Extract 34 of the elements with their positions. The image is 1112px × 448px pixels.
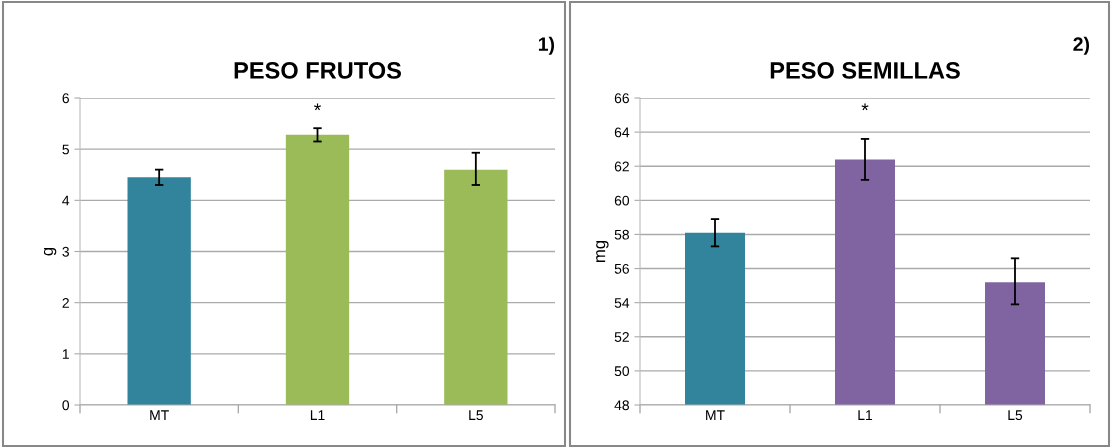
y-tick-label: 54: [614, 298, 630, 308]
annotation: *: [861, 103, 869, 111]
bar: [444, 169, 508, 405]
y-tick-label: 2: [62, 298, 69, 308]
y-tick-label: 4: [62, 195, 70, 206]
y-tick-label: 64: [614, 127, 630, 138]
y-tick-label: 3: [62, 246, 69, 257]
y-tick-label: 6: [62, 93, 69, 104]
y-tick-label: 62: [614, 161, 629, 172]
chart-title: PESO SEMILLAS: [770, 62, 960, 79]
text: 1): [538, 36, 555, 55]
y-axis-title: mg: [596, 241, 609, 262]
y-tick-label: 60: [614, 195, 630, 206]
y-tick-label: 1: [62, 349, 69, 359]
bar: [285, 134, 350, 405]
x-tick-label: L5: [469, 410, 483, 421]
text: 2): [1073, 36, 1090, 55]
y-axis-title: g: [43, 247, 57, 256]
chart-title: PESO FRUTOS: [234, 62, 401, 79]
x-tick-label: MT: [150, 410, 169, 420]
y-tick-label: 52: [614, 332, 629, 342]
y-tick-label: 56: [614, 263, 629, 274]
x-tick-label: L1: [858, 410, 873, 420]
annotation: *: [314, 103, 321, 111]
y-tick-label: 0: [62, 400, 70, 411]
x-tick-label: MT: [706, 410, 725, 420]
y-tick-label: 48: [614, 400, 629, 411]
bar: [127, 177, 191, 405]
y-tick-label: 50: [614, 366, 630, 377]
x-tick-label: L5: [1008, 410, 1023, 421]
y-tick-label: 58: [614, 229, 629, 240]
x-tick-label: L1: [310, 410, 325, 420]
y-tick-label: 66: [614, 93, 629, 104]
y-tick-label: 5: [62, 144, 69, 155]
